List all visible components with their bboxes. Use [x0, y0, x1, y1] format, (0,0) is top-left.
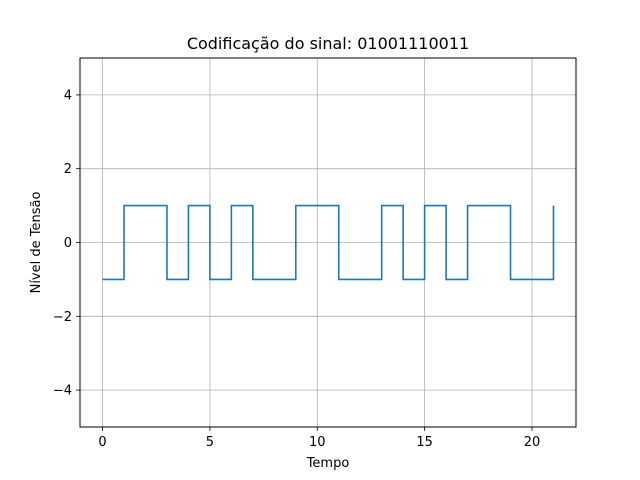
y-tick-label: 4 [64, 88, 72, 103]
y-tick-label: −2 [53, 310, 72, 325]
y-tick-label: −4 [53, 384, 72, 399]
x-tick-label: 10 [309, 435, 326, 450]
chart-title: Codificação do sinal: 01001110011 [187, 34, 469, 53]
x-tick-label: 15 [416, 435, 433, 450]
x-axis-label: Tempo [306, 456, 350, 471]
y-axis-label: Nível de Tensão [29, 192, 44, 294]
y-tick-label: 2 [64, 162, 72, 177]
ticks: 0 5 10 15 20 −4 −2 0 2 4 [53, 88, 540, 450]
x-tick-label: 20 [524, 435, 541, 450]
grid [80, 58, 576, 427]
x-tick-label: 0 [98, 435, 106, 450]
plot-area [102, 204, 555, 281]
y-tick-label: 0 [64, 236, 72, 251]
signal-line [102, 204, 555, 281]
x-tick-label: 5 [206, 435, 214, 450]
